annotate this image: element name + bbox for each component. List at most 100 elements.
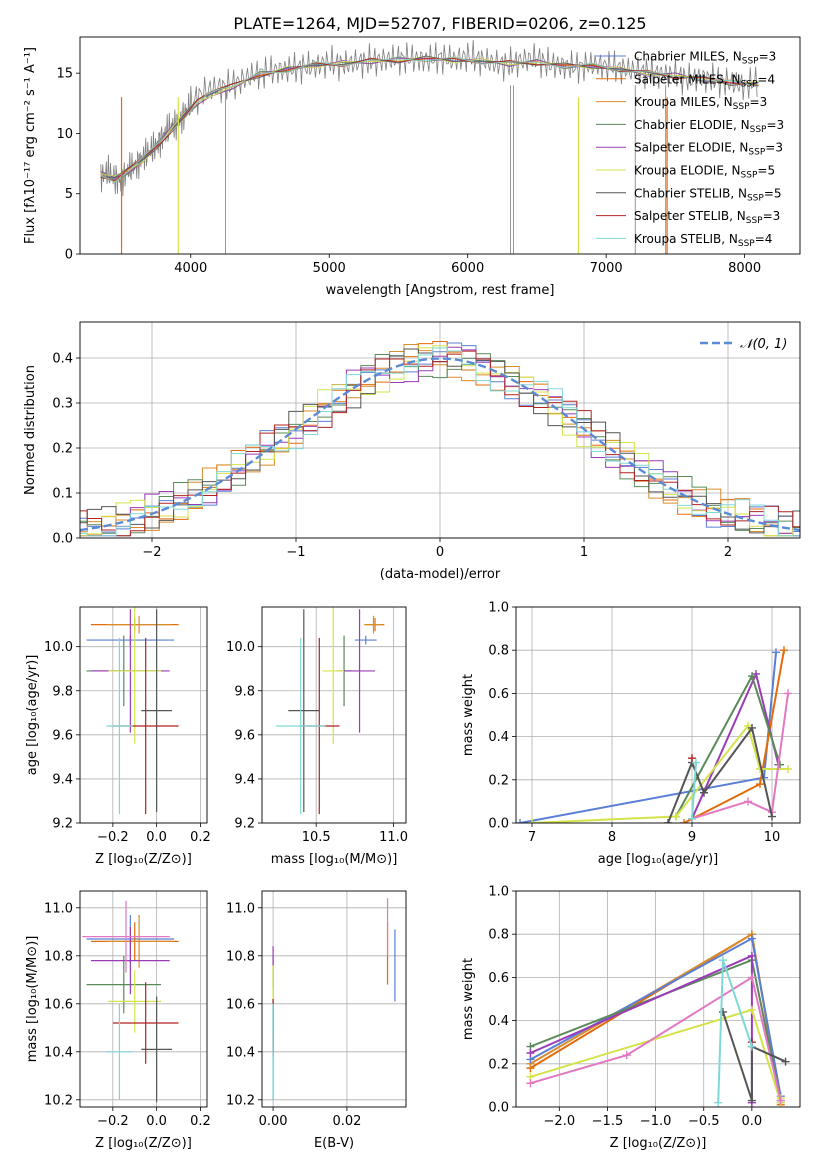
x-axis-label: (data-model)/error — [380, 567, 501, 582]
x-tick-label: 0.0 — [146, 1114, 167, 1129]
x-tick-label: 9 — [688, 830, 696, 845]
y-tick-label: 10.4 — [226, 1045, 255, 1060]
weight-marker — [748, 723, 756, 732]
y-axis-label: Normed distribution — [23, 365, 38, 495]
x-tick-label: 1 — [580, 545, 588, 560]
weight-marker — [526, 1049, 535, 1057]
y-tick-label: 0.1 — [52, 487, 73, 502]
legend-entry: Kroupa STELIB, NSSP=4 — [634, 232, 772, 249]
spectrum-legend: Chabrier MILES, NSSP=3 Salpeter MILES, NS… — [596, 50, 784, 249]
axes-frame — [79, 890, 208, 1108]
x-tick-label: 0.2 — [190, 1114, 211, 1129]
x-tick-label: 4000 — [174, 261, 207, 276]
model-spectrum-line — [100, 57, 759, 181]
age-vs-metallicity-panel: −0.2 0.0 0.2 9.2 9.4 9.6 9.8 10.0 Z [log₁₀(Z/Z⊙)… — [25, 606, 211, 867]
x-axis-label: Z [log₁₀(Z/Z⊙)] — [610, 1136, 707, 1151]
x-axis-label: wavelength [Angstrom, rest frame] — [326, 283, 555, 298]
y-tick-label: 1.0 — [488, 885, 509, 900]
y-tick-label: 9.8 — [234, 684, 255, 699]
x-tick-label: −0.2 — [97, 830, 129, 845]
weight-marker — [747, 973, 756, 982]
x-tick-label: 0.00 — [259, 1114, 288, 1129]
y-tick-label: 10.8 — [44, 949, 73, 964]
x-axis-label: Z [log₁₀(Z/Z⊙)] — [95, 1136, 192, 1151]
weight-marker — [748, 672, 756, 681]
weight-marker — [528, 819, 536, 823]
y-tick-label: 0.0 — [488, 817, 509, 832]
x-tick-label: 0.0 — [146, 830, 167, 845]
normal-distribution-curve — [80, 357, 800, 532]
axes-frame — [79, 321, 801, 539]
y-tick-label: 10 — [56, 127, 73, 142]
weight-marker — [526, 1079, 535, 1088]
weight-marker — [756, 780, 764, 789]
plot-area — [86, 607, 179, 815]
y-tick-label: 11.0 — [226, 901, 255, 916]
y-tick-label: 1.0 — [488, 601, 509, 616]
x-tick-label: −0.5 — [688, 1114, 720, 1129]
axes-frame — [515, 890, 801, 1108]
axes-frame — [79, 36, 801, 255]
weight-marker — [747, 1042, 756, 1051]
weight-marker — [688, 754, 696, 763]
y-tick-label: 0.6 — [488, 971, 509, 986]
weight-marker — [747, 1005, 756, 1014]
y-tick-label: 9.4 — [52, 772, 73, 787]
x-tick-label: −2 — [142, 545, 161, 560]
weight-marker — [768, 812, 776, 821]
weight-series-line — [691, 693, 789, 820]
axes-frame — [261, 890, 407, 1108]
x-tick-label: 5000 — [313, 261, 346, 276]
x-tick-label: −2.0 — [544, 1114, 576, 1129]
normal-legend-label: 𝒩(0, 1) — [740, 337, 787, 352]
weight-series-line — [722, 1011, 787, 1101]
weight-marker — [781, 1057, 790, 1066]
y-tick-label: 10.6 — [44, 997, 73, 1012]
y-tick-label: 11.0 — [44, 901, 73, 916]
weight-marker — [692, 758, 700, 767]
x-tick-label: 6000 — [451, 261, 484, 276]
x-tick-label: −1.5 — [592, 1114, 624, 1129]
weight-series-line — [667, 725, 773, 823]
weight-marker — [744, 797, 752, 806]
y-tick-label: 0.4 — [52, 352, 73, 367]
y-tick-label: 9.6 — [52, 728, 73, 743]
weight-marker — [664, 819, 672, 823]
weight-vs-age-panel: 7 8 9 10 0.0 0.2 0.4 0.6 0.8 1.0 age [log₁₀(age/yr… — [461, 601, 801, 867]
plot-area — [275, 607, 385, 815]
y-tick-label: 10.0 — [44, 640, 73, 655]
plot-area — [80, 340, 800, 537]
plot-area — [516, 646, 792, 823]
y-tick-label: 10.4 — [44, 1045, 73, 1060]
y-tick-label: 9.2 — [52, 817, 73, 832]
axes-frame — [79, 606, 208, 824]
y-tick-label: 0.6 — [488, 687, 509, 702]
y-tick-label: 0 — [65, 248, 73, 263]
plot-area — [100, 40, 759, 254]
x-tick-label: 0.2 — [190, 830, 211, 845]
weight-marker — [747, 934, 756, 943]
legend-entry: Kroupa ELODIE, NSSP=5 — [634, 164, 775, 181]
x-tick-label: 0.02 — [332, 1114, 361, 1129]
weight-vs-metallicity-panel: −2.0 −1.5 −1.0 −0.5 0.0 0.0 0.2 0.4 0.6 0.8 1.0 Z [… — [461, 885, 801, 1151]
y-tick-label: 0.2 — [52, 442, 73, 457]
x-tick-label: 11.0 — [379, 830, 408, 845]
weight-marker — [747, 1096, 756, 1105]
y-tick-label: 10.8 — [226, 949, 255, 964]
legend-entry: Kroupa MILES, NSSP=3 — [634, 95, 767, 112]
y-tick-label: 10.0 — [226, 640, 255, 655]
y-tick-label: 9.2 — [234, 817, 255, 832]
model-spectrum-line — [100, 56, 759, 183]
y-tick-label: 0.0 — [52, 532, 73, 547]
x-tick-label: 2 — [724, 545, 732, 560]
weight-marker — [516, 819, 524, 823]
weight-marker — [772, 648, 780, 657]
x-tick-label: −0.2 — [97, 1114, 129, 1129]
legend-entry: Salpeter ELODIE, NSSP=3 — [634, 141, 783, 158]
weight-marker — [747, 951, 756, 960]
weight-marker — [784, 765, 792, 773]
plot-area — [526, 930, 790, 1107]
x-axis-label: age [log₁₀(age/yr)] — [598, 852, 719, 867]
legend-entry: Salpeter MILES, NSSP=4 — [634, 72, 775, 89]
weight-series-line — [530, 975, 782, 1101]
